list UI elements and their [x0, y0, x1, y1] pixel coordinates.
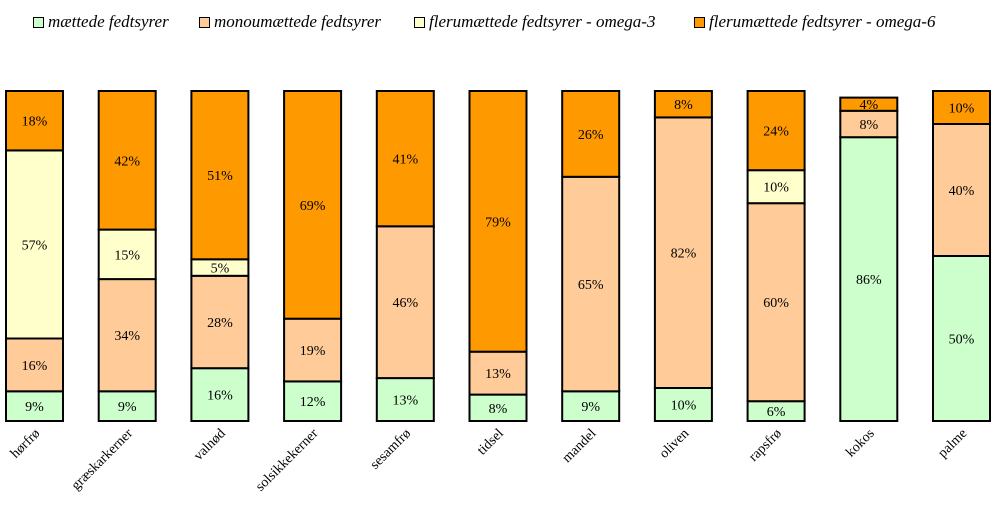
- bar-segment-rapsfrø-3: [746, 90, 806, 172]
- data-label-tidsel-1: 13%: [485, 367, 511, 382]
- category-label-kokos: kokos: [843, 426, 877, 460]
- bar-segment-hørfrø-0: [5, 390, 64, 422]
- data-label-valnød-0: 16%: [207, 389, 233, 404]
- bar-segment-tidsel-0: [468, 393, 528, 423]
- data-label-palme-3: 10%: [949, 102, 975, 117]
- bar-segment-tidsel-3: [468, 90, 528, 353]
- data-label-solsikkekerner-0: 12%: [300, 395, 326, 410]
- legend-swatch-omega3: [414, 16, 425, 28]
- bar-segment-solsikkekerner-3: [283, 90, 343, 320]
- data-label-rapsfrø-3: 24%: [763, 125, 789, 140]
- bar-segment-oliven-3: [653, 90, 713, 119]
- bar-segment-rapsfrø-2: [746, 169, 806, 205]
- legend-item-monounsaturated: monoumættede fedtsyrer: [199, 8, 381, 36]
- category-label-rapsfrø: rapsfrø: [746, 426, 785, 465]
- data-label-valnød-3: 51%: [207, 169, 233, 184]
- bar-segment-kokos-0: [839, 136, 899, 422]
- data-label-sesamfrø-3: 41%: [392, 153, 418, 168]
- data-label-valnød-2: 5%: [211, 262, 230, 277]
- data-label-kokos-3: 4%: [859, 98, 878, 113]
- bar-segment-sesamfrø-0: [375, 377, 435, 423]
- data-label-hørfrø-3: 18%: [22, 115, 48, 130]
- category-label-solsikkekerner: solsikkekerner: [253, 426, 322, 495]
- data-label-græskarkerner-1: 34%: [114, 329, 140, 344]
- bar-segment-palme-0: [932, 255, 991, 422]
- bar-segment-hørfrø-3: [5, 90, 64, 152]
- data-label-tidsel-0: 8%: [489, 402, 508, 417]
- category-label-oliven: oliven: [657, 426, 692, 461]
- bar-segment-græskarkerner-2: [97, 228, 157, 281]
- data-label-sesamfrø-1: 46%: [392, 296, 418, 311]
- bar-segment-valnød-0: [190, 367, 250, 423]
- bar-segment-solsikkekerner-1: [283, 317, 343, 383]
- bar-segment-palme-3: [932, 90, 991, 125]
- legend-label-saturated: mættede fedtsyrer: [48, 12, 169, 31]
- data-label-mandel-1: 65%: [578, 278, 604, 293]
- data-label-hørfrø-2: 57%: [22, 238, 48, 253]
- legend-item-saturated: mættede fedtsyrer: [33, 8, 169, 36]
- data-label-hørfrø-0: 9%: [25, 400, 44, 415]
- category-label-hørfrø: hørfrø: [8, 426, 43, 461]
- legend-swatch-omega6: [694, 16, 705, 28]
- data-label-rapsfrø-1: 60%: [763, 296, 789, 311]
- bar-segment-oliven-1: [653, 116, 713, 390]
- legend-swatch-monounsaturated: [199, 16, 210, 28]
- data-label-palme-0: 50%: [949, 333, 975, 348]
- bar-segment-mandel-1: [561, 175, 621, 393]
- bar-segment-solsikkekerner-0: [283, 380, 343, 422]
- data-label-græskarkerner-0: 9%: [118, 400, 137, 415]
- legend-label-omega3: flerumættede fedtsyrer - omega-3: [429, 12, 656, 31]
- data-label-hørfrø-1: 16%: [22, 359, 48, 374]
- data-label-oliven-3: 8%: [674, 98, 693, 113]
- data-label-oliven-0: 10%: [671, 399, 697, 414]
- category-label-tidsel: tidsel: [475, 426, 507, 458]
- bar-segment-hørfrø-2: [5, 149, 64, 340]
- data-label-solsikkekerner-3: 69%: [300, 199, 326, 214]
- bar-segment-kokos-3: [839, 96, 899, 112]
- data-label-tidsel-3: 79%: [485, 215, 511, 230]
- category-label-sesamfrø: sesamfrø: [368, 426, 414, 472]
- category-label-palme: palme: [936, 426, 971, 461]
- bar-segment-rapsfrø-1: [746, 202, 806, 403]
- bar-segment-mandel-0: [561, 390, 621, 422]
- bar-segment-græskarkerner-3: [97, 90, 157, 231]
- bar-segment-græskarkerner-0: [97, 390, 157, 422]
- data-label-oliven-1: 82%: [671, 247, 697, 262]
- data-label-mandel-3: 26%: [578, 128, 604, 143]
- bar-segment-sesamfrø-3: [375, 90, 435, 228]
- category-label-valnød: valnød: [191, 426, 229, 464]
- legend-label-monounsaturated: monoumættede fedtsyrer: [214, 12, 381, 31]
- bar-segment-sesamfrø-1: [375, 225, 435, 380]
- data-label-kokos-0: 86%: [856, 273, 882, 288]
- data-label-mandel-0: 9%: [581, 400, 600, 415]
- bar-segment-oliven-0: [653, 387, 713, 422]
- bar-segment-palme-1: [932, 123, 991, 257]
- legend-label-omega6: flerumættede fedtsyrer - omega-6: [709, 12, 936, 31]
- data-label-palme-1: 40%: [949, 184, 975, 199]
- data-label-valnød-1: 28%: [207, 316, 233, 331]
- legend-item-omega3: flerumættede fedtsyrer - omega-3: [414, 8, 655, 36]
- data-label-rapsfrø-0: 6%: [767, 405, 786, 420]
- chart-legend: mættede fedtsyrer monoumættede fedtsyrer…: [0, 8, 996, 36]
- legend-item-omega6: flerumættede fedtsyrer - omega-6: [694, 8, 935, 36]
- legend-swatch-saturated: [33, 16, 44, 28]
- bar-segment-valnød-3: [190, 90, 250, 261]
- data-label-kokos-1: 8%: [859, 118, 878, 133]
- data-label-rapsfrø-2: 10%: [763, 181, 789, 196]
- data-label-græskarkerner-3: 42%: [114, 154, 140, 169]
- data-label-solsikkekerner-1: 19%: [300, 344, 326, 359]
- category-label-græskarkerner: græskarkerner: [69, 426, 136, 493]
- category-label-mandel: mandel: [560, 426, 600, 466]
- data-label-sesamfrø-0: 13%: [392, 394, 418, 409]
- data-label-græskarkerner-2: 15%: [114, 248, 140, 263]
- bar-segment-mandel-3: [561, 90, 621, 178]
